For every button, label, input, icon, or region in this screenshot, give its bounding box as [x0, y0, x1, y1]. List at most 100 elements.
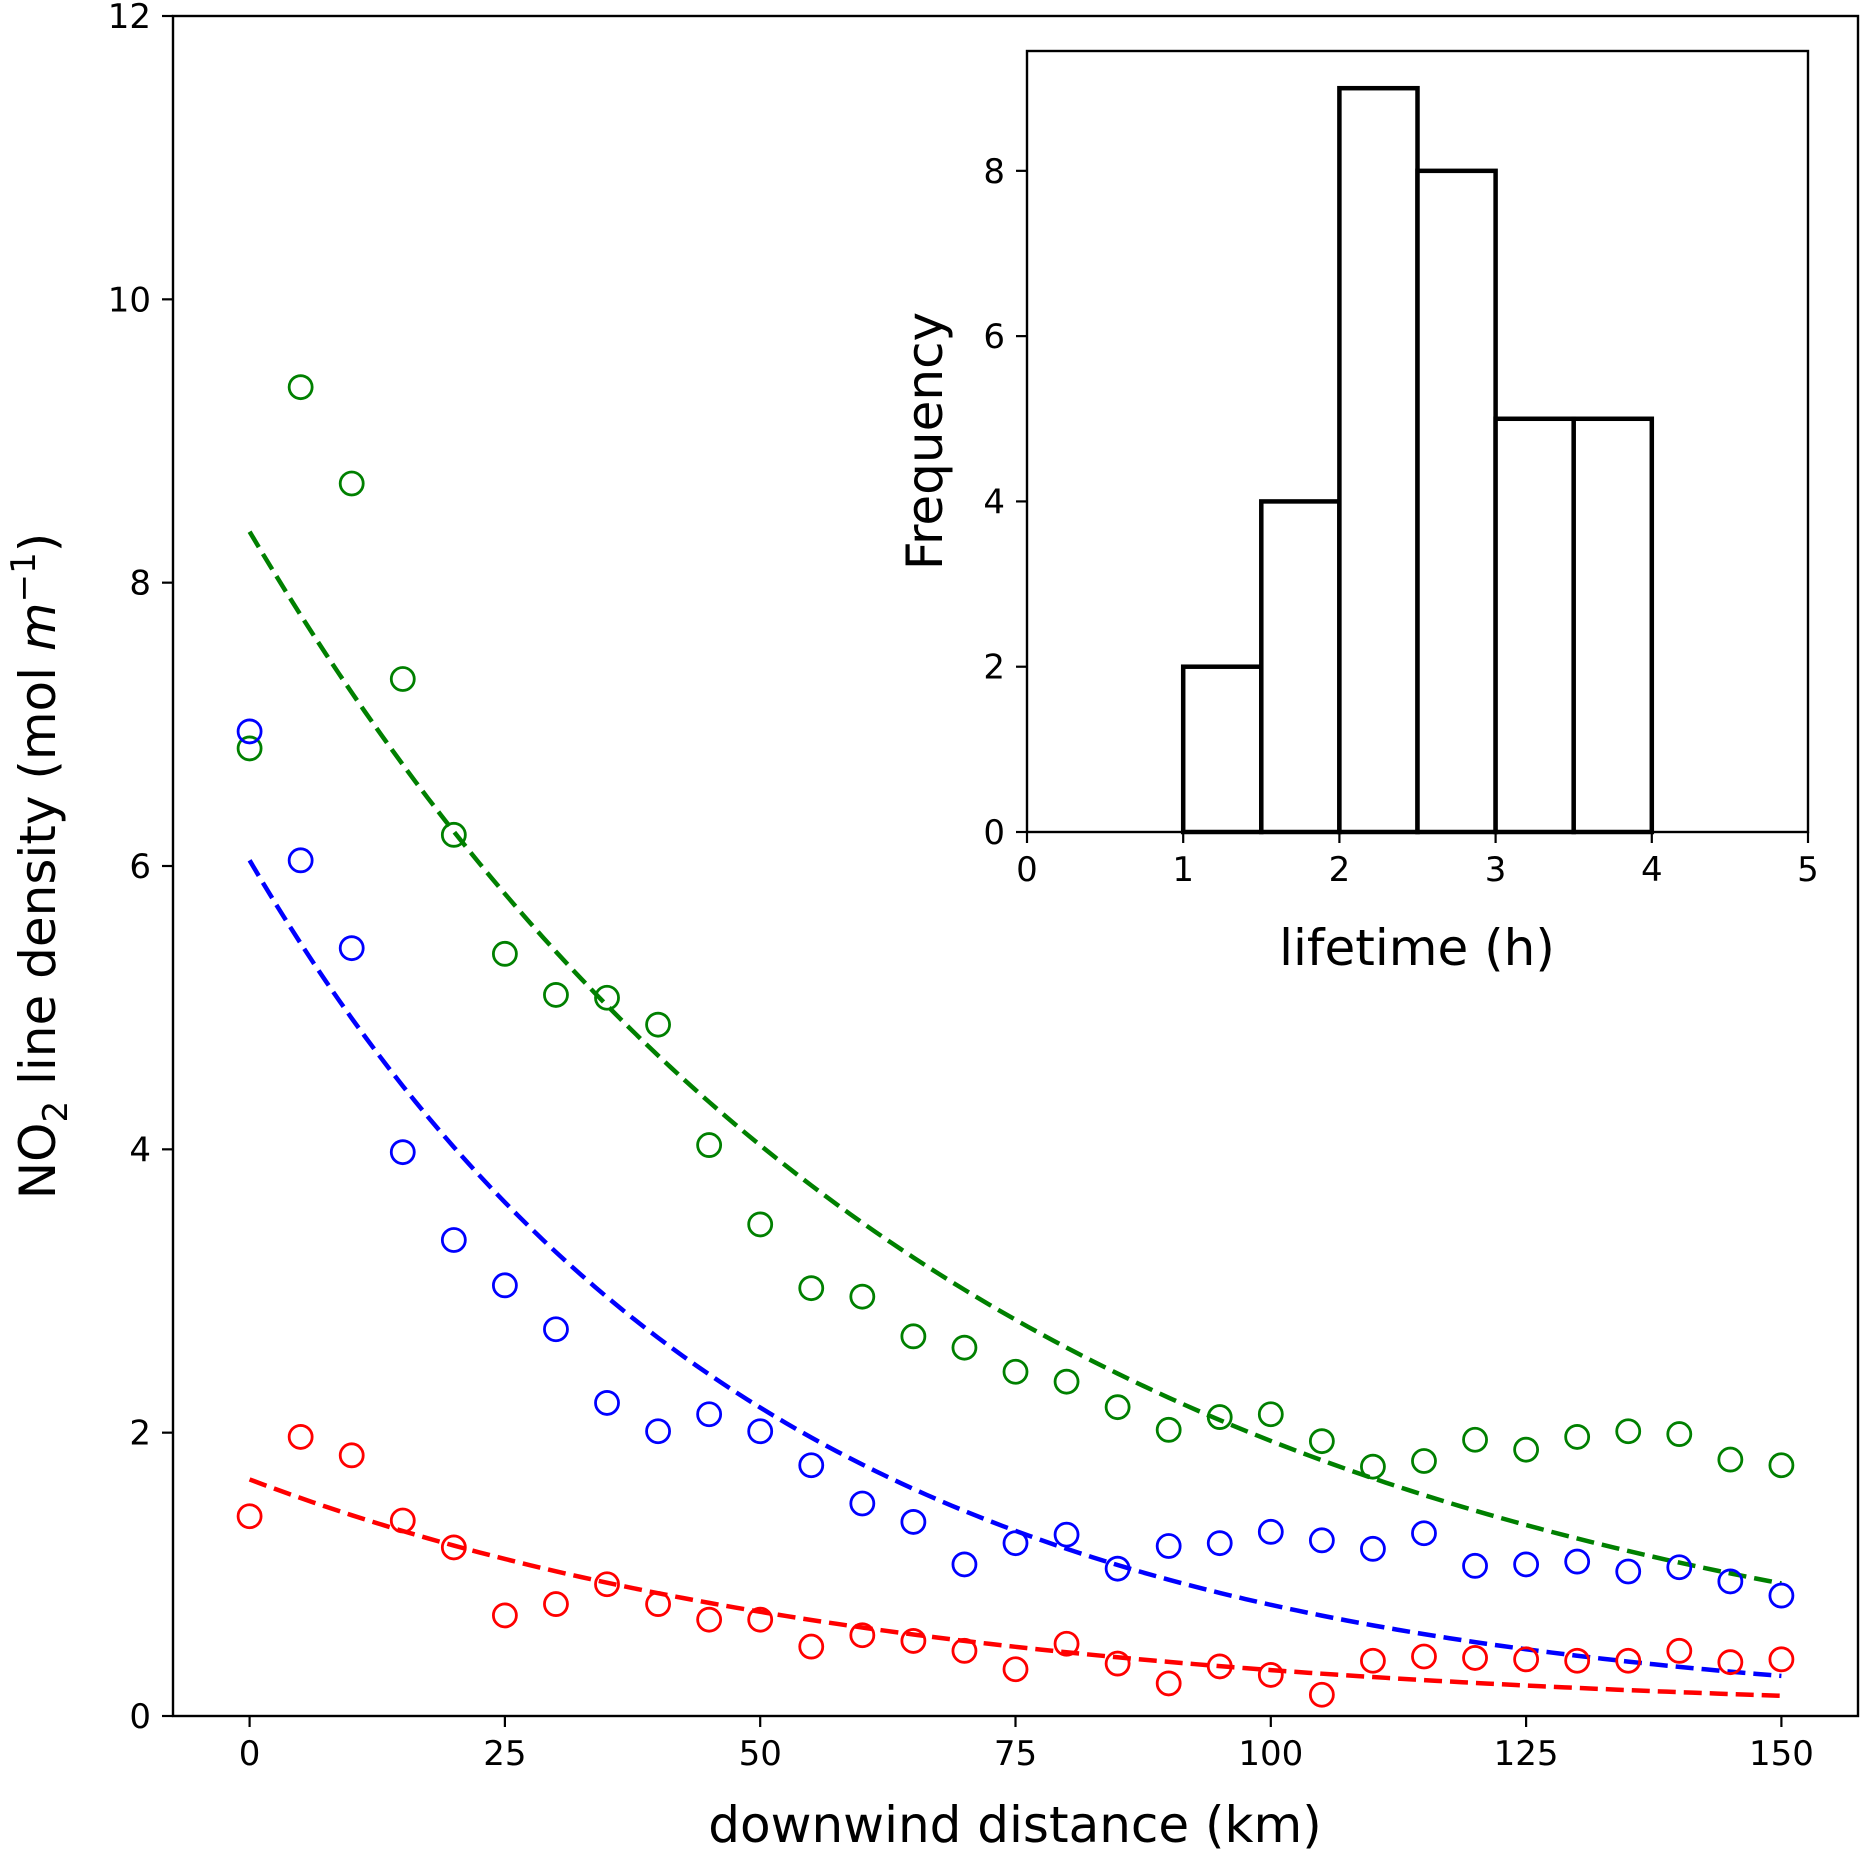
inset-x-tick-label: 1 — [1172, 850, 1194, 890]
data-point — [1308, 1428, 1335, 1455]
x-tick-label: 25 — [483, 1734, 526, 1774]
y-label-unit: m — [9, 602, 67, 651]
fit-line-2 — [248, 1477, 1782, 1699]
histogram-bar — [1180, 664, 1264, 835]
data-point — [338, 935, 365, 962]
inset-x-axis-ticks: 0 1 2 3 4 5 — [1016, 832, 1819, 890]
data-point — [1411, 1448, 1437, 1474]
data-point — [696, 1132, 723, 1158]
data-point — [543, 982, 569, 1008]
y-label-superscript: −1 — [4, 552, 44, 602]
x-tick-label: 0 — [239, 1734, 261, 1774]
x-tick-label: 125 — [1494, 1734, 1559, 1774]
data-point — [1462, 1552, 1488, 1579]
data-point — [236, 735, 263, 762]
data-point — [440, 1534, 467, 1561]
data-point — [1411, 1520, 1437, 1547]
data-point — [1615, 1647, 1642, 1674]
data-point — [849, 1283, 876, 1310]
data-point — [594, 1390, 620, 1416]
data-point — [1002, 1656, 1029, 1683]
data-point — [287, 847, 314, 874]
inset-y-tick-label: 8 — [983, 152, 1005, 192]
inset-x-tick-label: 2 — [1329, 850, 1351, 890]
y-label-no: NO — [9, 1123, 67, 1200]
data-point — [900, 1628, 927, 1654]
data-point — [1564, 1424, 1591, 1450]
fit-line-0 — [247, 530, 1782, 1586]
main-x-axis-label: downwind distance (km) — [708, 1796, 1321, 1854]
data-point — [1308, 1681, 1335, 1708]
histogram-bar — [1259, 499, 1342, 835]
data-point — [1053, 1521, 1080, 1548]
data-point — [747, 1418, 774, 1445]
data-point — [645, 1591, 671, 1617]
data-point — [696, 1401, 723, 1428]
data-point — [1155, 1670, 1182, 1697]
inset-axes-frame — [1025, 49, 1810, 834]
histogram-bar — [1415, 168, 1498, 835]
data-point — [1053, 1630, 1080, 1657]
data-point — [1053, 1368, 1080, 1395]
data-point — [1155, 1533, 1182, 1559]
data-point — [798, 1275, 825, 1302]
data-point — [1257, 1401, 1284, 1428]
data-point — [1615, 1418, 1642, 1445]
y-tick-label: 10 — [108, 280, 151, 320]
data-point — [1717, 1649, 1744, 1676]
data-point — [389, 666, 416, 692]
data-point — [594, 1571, 620, 1598]
y-tick-label: 2 — [129, 1414, 151, 1454]
data-point — [1155, 1416, 1182, 1443]
data-point — [1104, 1555, 1131, 1582]
data-point — [1257, 1662, 1284, 1688]
inset-x-axis-label: lifetime (h) — [1279, 919, 1555, 977]
data-point — [1666, 1637, 1693, 1664]
histogram-bar — [1571, 416, 1655, 835]
data-point — [900, 1323, 927, 1350]
y-label-middle: line density (mol — [9, 651, 67, 1101]
data-point — [1666, 1554, 1693, 1581]
data-point — [900, 1509, 927, 1535]
data-point — [594, 984, 620, 1011]
data-point — [1206, 1653, 1233, 1680]
data-point — [1768, 1582, 1795, 1609]
data-point — [1308, 1527, 1335, 1554]
histogram-bar — [1337, 85, 1420, 835]
data-point — [1564, 1647, 1591, 1674]
data-point — [1768, 1452, 1795, 1479]
data-point — [440, 821, 467, 848]
inset-y-tick-label: 2 — [983, 648, 1005, 688]
main-x-axis-ticks: 0 25 50 75 100 125 150 — [239, 1716, 1814, 1774]
data-point — [491, 1602, 518, 1629]
y-tick-label: 12 — [108, 0, 151, 37]
data-point — [287, 1424, 314, 1450]
data-point — [389, 1507, 416, 1534]
data-point — [798, 1633, 825, 1660]
data-point — [236, 718, 263, 745]
data-point — [543, 1316, 569, 1343]
y-tick-label: 8 — [129, 564, 151, 604]
data-point — [1513, 1436, 1540, 1463]
data-point — [747, 1606, 774, 1633]
inset-y-tick-label: 6 — [983, 317, 1005, 357]
data-point — [491, 940, 518, 967]
data-point — [951, 1334, 978, 1361]
y-tick-label: 4 — [129, 1130, 151, 1170]
inset-y-axis-ticks: 0 2 4 6 8 — [983, 152, 1027, 853]
data-point — [1206, 1404, 1233, 1430]
x-tick-label: 50 — [739, 1734, 782, 1774]
data-point — [1564, 1548, 1591, 1575]
data-point — [1257, 1518, 1284, 1545]
data-point — [1360, 1535, 1386, 1562]
y-label-suffix: ) — [9, 533, 67, 553]
inset-x-tick-label: 3 — [1485, 850, 1507, 890]
main-y-axis-ticks: 0 2 4 6 8 10 12 — [108, 0, 173, 1737]
data-point — [645, 1418, 671, 1445]
y-tick-label: 6 — [129, 847, 151, 887]
data-point — [1513, 1551, 1540, 1578]
data-point — [1411, 1643, 1437, 1670]
x-tick-label: 150 — [1749, 1734, 1814, 1774]
data-point — [951, 1637, 978, 1664]
